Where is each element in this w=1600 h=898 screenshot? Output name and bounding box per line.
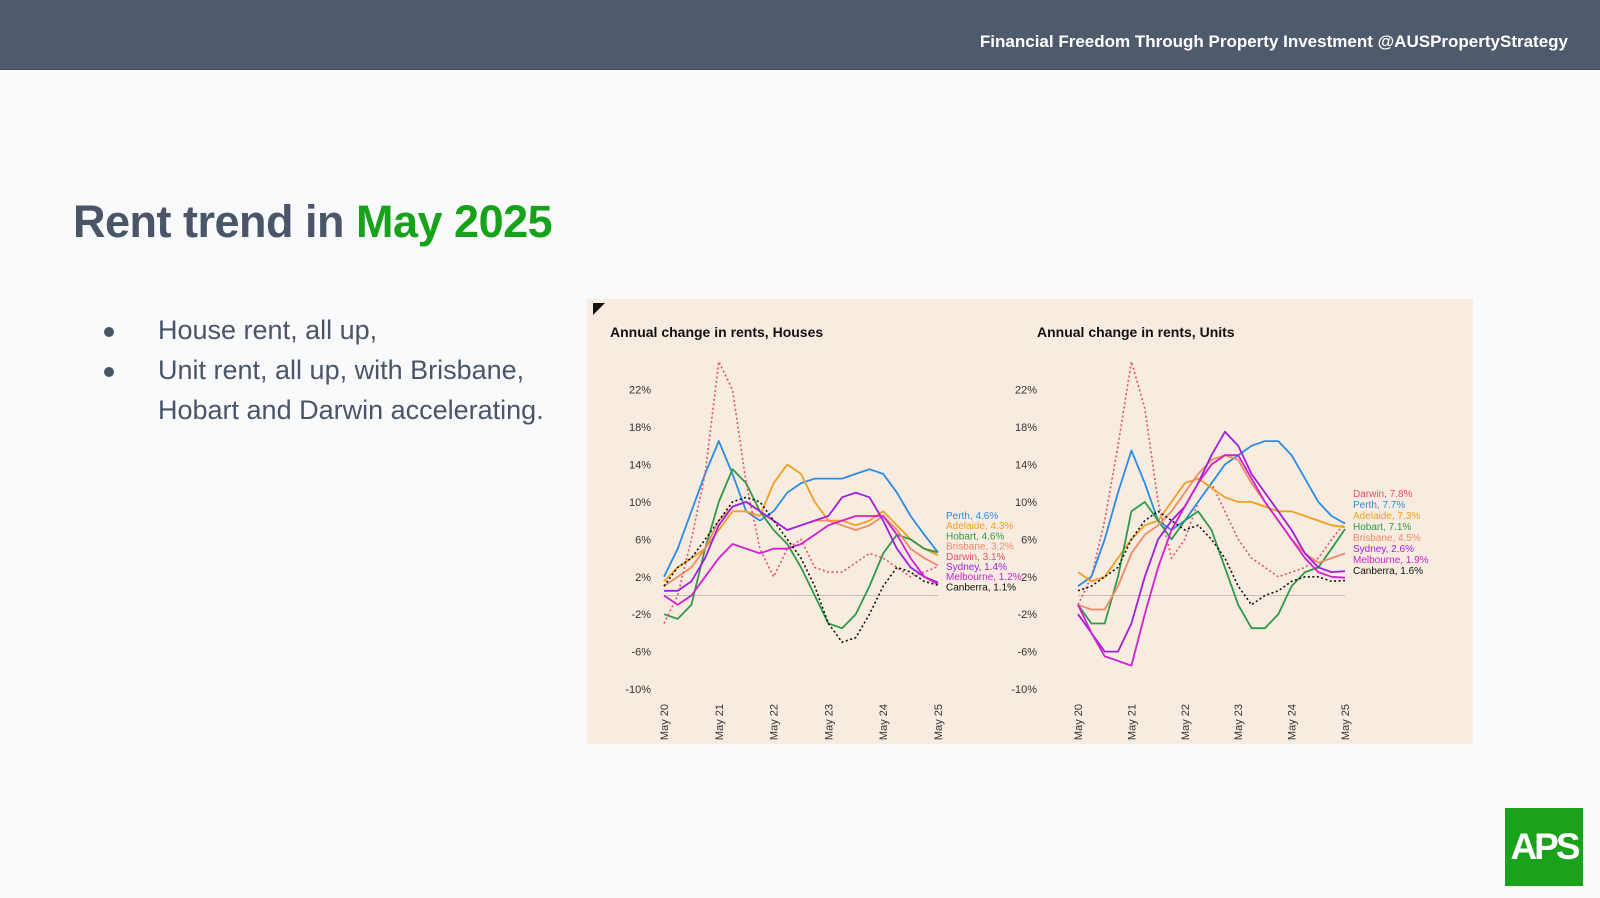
y-tick-label: -2% [631,609,651,621]
bullet-item: House rent, all up, [100,310,560,350]
x-tick-label: May 23 [823,704,835,740]
x-tick-label: May 22 [769,704,781,740]
chart-title: Annual change in rents, Houses [610,324,823,340]
header-bar: Financial Freedom Through Property Inves… [0,0,1600,70]
y-tick-label: 22% [629,385,651,397]
x-tick-label: May 20 [659,704,671,740]
series-label: Perth, 4.6% [946,511,998,522]
y-tick-label: 14% [1015,460,1037,472]
y-tick-label: 2% [635,572,651,584]
x-tick-label: May 21 [714,704,726,740]
y-tick-label: -10% [625,684,651,696]
y-tick-label: 18% [1015,422,1037,434]
series-label: Melbourne, 1.9% [1353,555,1429,566]
x-tick-label: May 25 [1340,704,1352,740]
corner-mark-icon [593,303,605,315]
y-tick-label: 18% [629,422,651,434]
y-tick-label: 10% [629,497,651,509]
x-tick-label: May 24 [878,704,890,740]
bullet-dot [104,327,114,337]
series-line [1077,500,1346,630]
bullet-text: Unit rent, all up, with Brisbane, Hobart… [158,355,544,425]
series-line [1077,454,1346,611]
bullet-list: House rent, all up, Unit rent, all up, w… [100,310,560,430]
bullet-dot [104,367,114,377]
y-tick-label: -6% [1017,647,1037,659]
y-tick-label: 14% [629,460,651,472]
series-line [1077,440,1346,587]
header-tagline: Financial Freedom Through Property Inves… [979,32,1568,51]
series-label: Brisbane, 4.5% [1353,533,1421,544]
x-tick-label: May 21 [1126,704,1138,740]
series-label: Darwin, 3.1% [946,552,1006,563]
rent-charts: Annual change in rents, Houses 22% 18% 14% 1… [610,324,1429,740]
title-prefix: Rent trend in [73,196,356,247]
series-label: Darwin, 7.8% [1353,489,1413,500]
x-tick-label: May 25 [933,704,945,740]
title-highlight: May 2025 [356,196,553,247]
series-line [663,440,939,578]
series-label: Adelaide, 4.3% [946,521,1013,532]
series-label: Canberra, 1.1% [946,582,1016,593]
series-label: Adelaide, 7.3% [1353,511,1420,522]
y-tick-label: 6% [1021,534,1037,546]
y-tick-label: 10% [1015,497,1037,509]
series-line [663,463,939,583]
x-tick-label: May 24 [1287,704,1299,740]
series-label: Sydney, 2.6% [1353,544,1414,555]
series-label: Hobart, 7.1% [1353,522,1411,533]
x-tick-label: May 22 [1180,704,1192,740]
series-label: Sydney, 1.4% [946,562,1007,573]
bullet-text: House rent, all up, [158,315,378,345]
series-line [1077,430,1346,653]
y-tick-label: -2% [1017,609,1037,621]
aps-logo: APS [1505,808,1583,886]
y-tick-label: 22% [1015,385,1037,397]
series-label: Canberra, 1.6% [1353,566,1423,577]
series-label: Brisbane, 3.2% [946,542,1014,553]
series-line [663,496,939,644]
series-line [664,491,939,592]
series-label: Melbourne, 1.2% [946,572,1022,583]
slide-title: Rent trend in May 2025 [73,196,553,248]
y-tick-label: 6% [635,534,651,546]
series-label: Perth, 7.7% [1353,500,1405,511]
bullet-item: Unit rent, all up, with Brisbane, Hobart… [100,350,560,430]
chart-panel: Annual change in rents, Houses 22% 18% 14% 1… [587,299,1473,744]
series-line [1077,454,1346,667]
x-tick-label: May 20 [1073,704,1085,740]
x-tick-label: May 23 [1233,704,1245,740]
series-line [663,360,939,624]
series-label: Hobart, 4.6% [946,531,1004,542]
y-tick-label: -6% [631,647,651,659]
y-tick-label: -10% [1011,684,1037,696]
chart-title: Annual change in rents, Units [1037,324,1235,340]
series-line [663,515,939,606]
series-line [1077,510,1346,606]
y-tick-label: 2% [1021,572,1037,584]
